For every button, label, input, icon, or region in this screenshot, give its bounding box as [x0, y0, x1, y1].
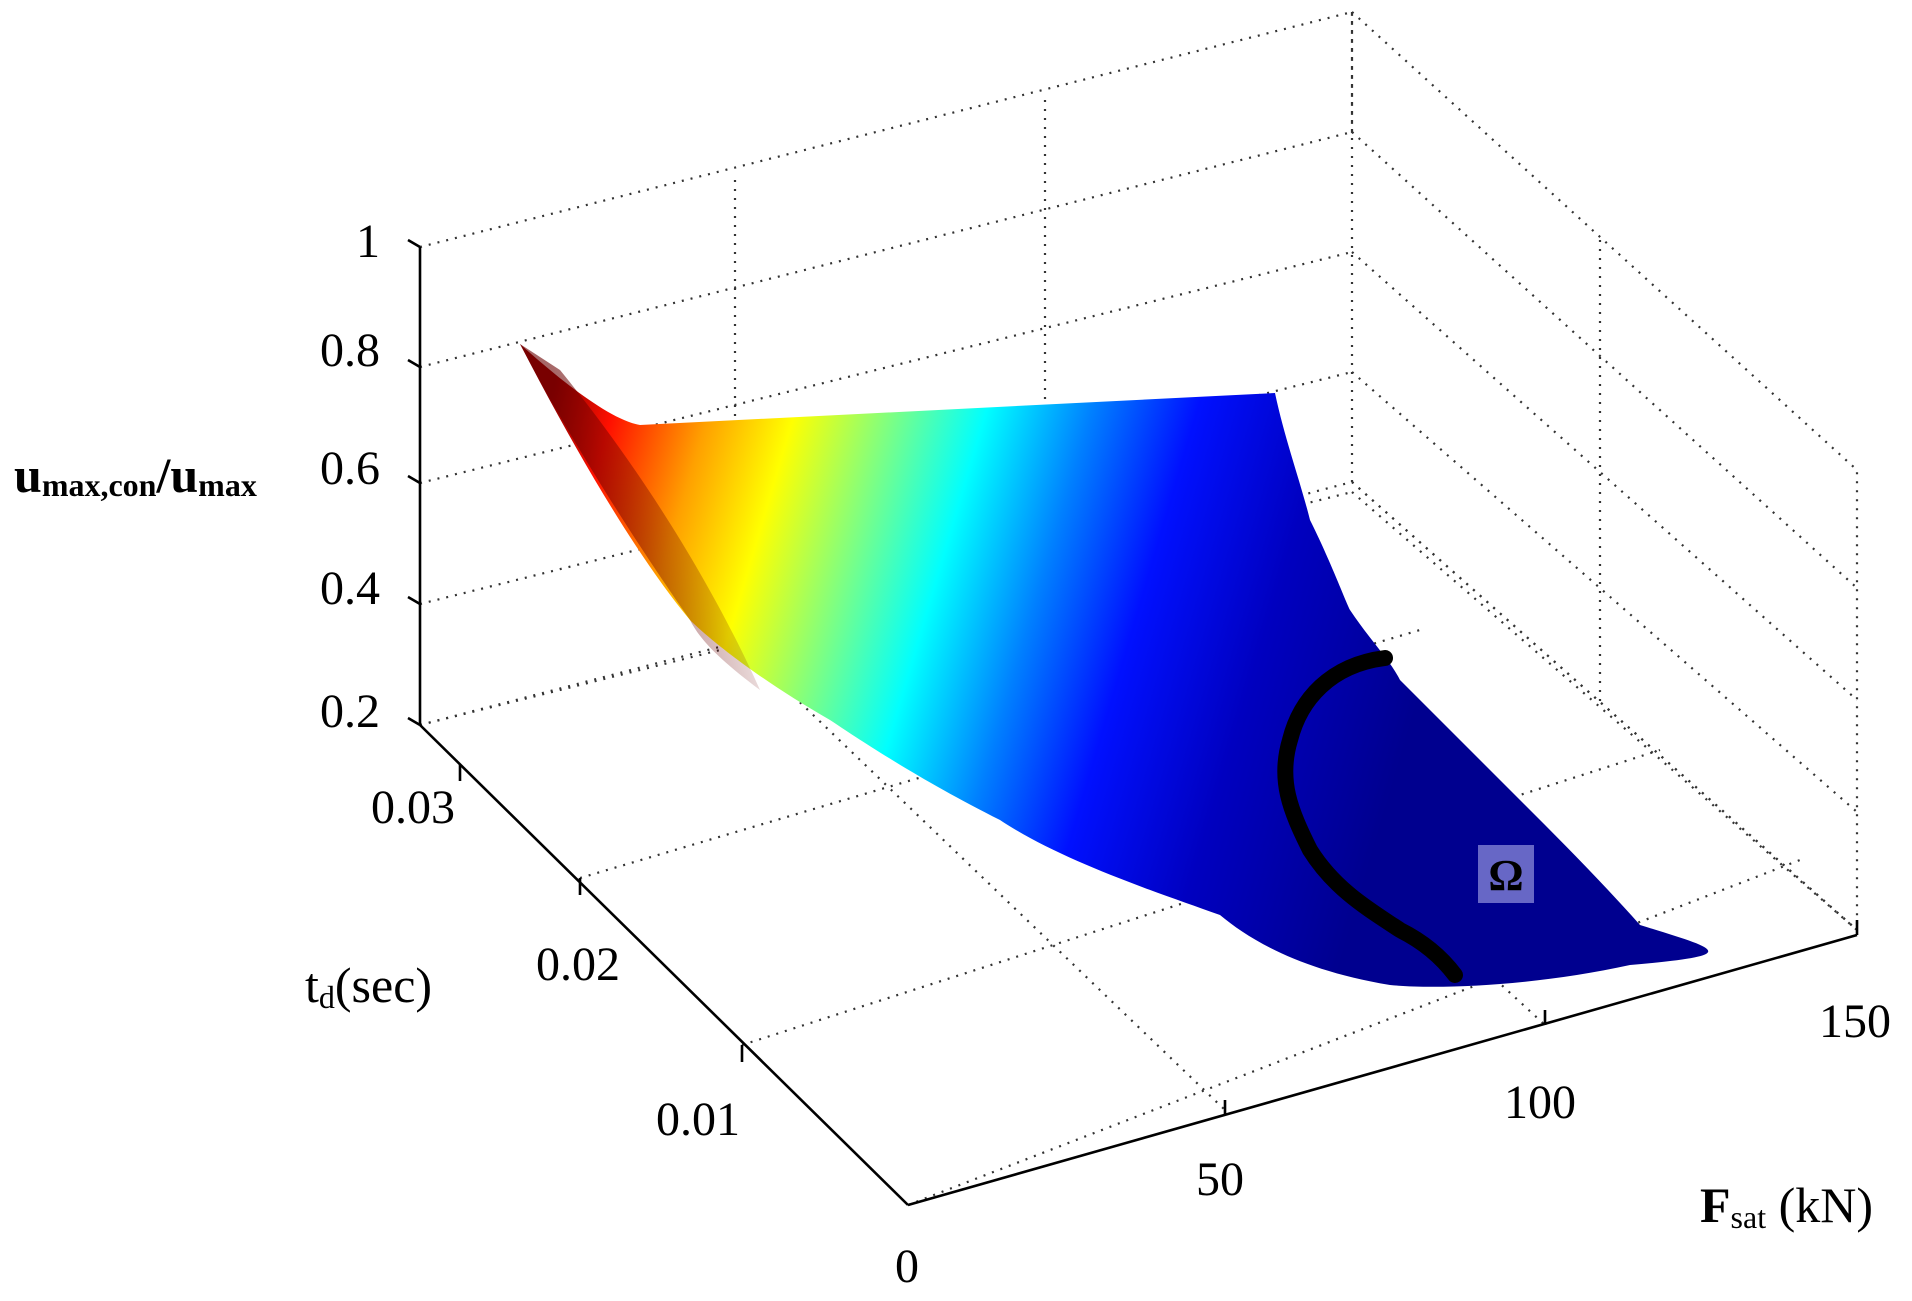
z-tick-label: 1: [356, 215, 380, 268]
x-tick-label: 100: [1504, 1076, 1576, 1129]
z-tick-label: 0.8: [320, 324, 380, 377]
tick-marks: [407, 238, 1859, 1115]
y-tick-label: 0.01: [656, 1093, 740, 1146]
omega-label: Ω: [1488, 851, 1523, 900]
x-tick-label: 0: [895, 1240, 919, 1293]
z-tick-mark: [407, 238, 421, 249]
z-axis-label: umax,con/umax: [14, 447, 257, 503]
x-axis-label: Fsat (kN): [1700, 1177, 1873, 1235]
z-tick-label: 0.4: [320, 562, 380, 615]
z-tick-mark: [407, 716, 421, 727]
y-tick-label: 0.02: [536, 938, 620, 991]
y-tick-label: 0.03: [371, 781, 455, 834]
z-tick-labels: 0.2 0.4 0.6 0.8 1: [320, 215, 380, 738]
omega-boundary: [1277, 650, 1463, 983]
x-tick-label: 50: [1196, 1153, 1244, 1206]
y-axis-label: td(sec): [305, 957, 432, 1015]
z-tick-label: 0.6: [320, 442, 380, 495]
y-axis-line: [419, 724, 909, 1206]
z-tick-mark: [407, 358, 421, 369]
omega-label-box: [1478, 845, 1534, 903]
z-tick-mark: [407, 474, 421, 485]
surface-shade: [520, 344, 760, 690]
x-tick-labels: 0 50 100 150: [895, 995, 1891, 1293]
z-tick-mark: [407, 595, 421, 606]
y-tick-labels: 0.01 0.02 0.03: [371, 781, 740, 1146]
x-tick-label: 150: [1819, 995, 1891, 1048]
z-tick-label: 0.2: [320, 685, 380, 738]
axes: [418, 247, 1858, 1207]
surface: [520, 344, 1709, 987]
x-axis-line: [907, 933, 1858, 1207]
surface-patch: [520, 344, 1709, 987]
